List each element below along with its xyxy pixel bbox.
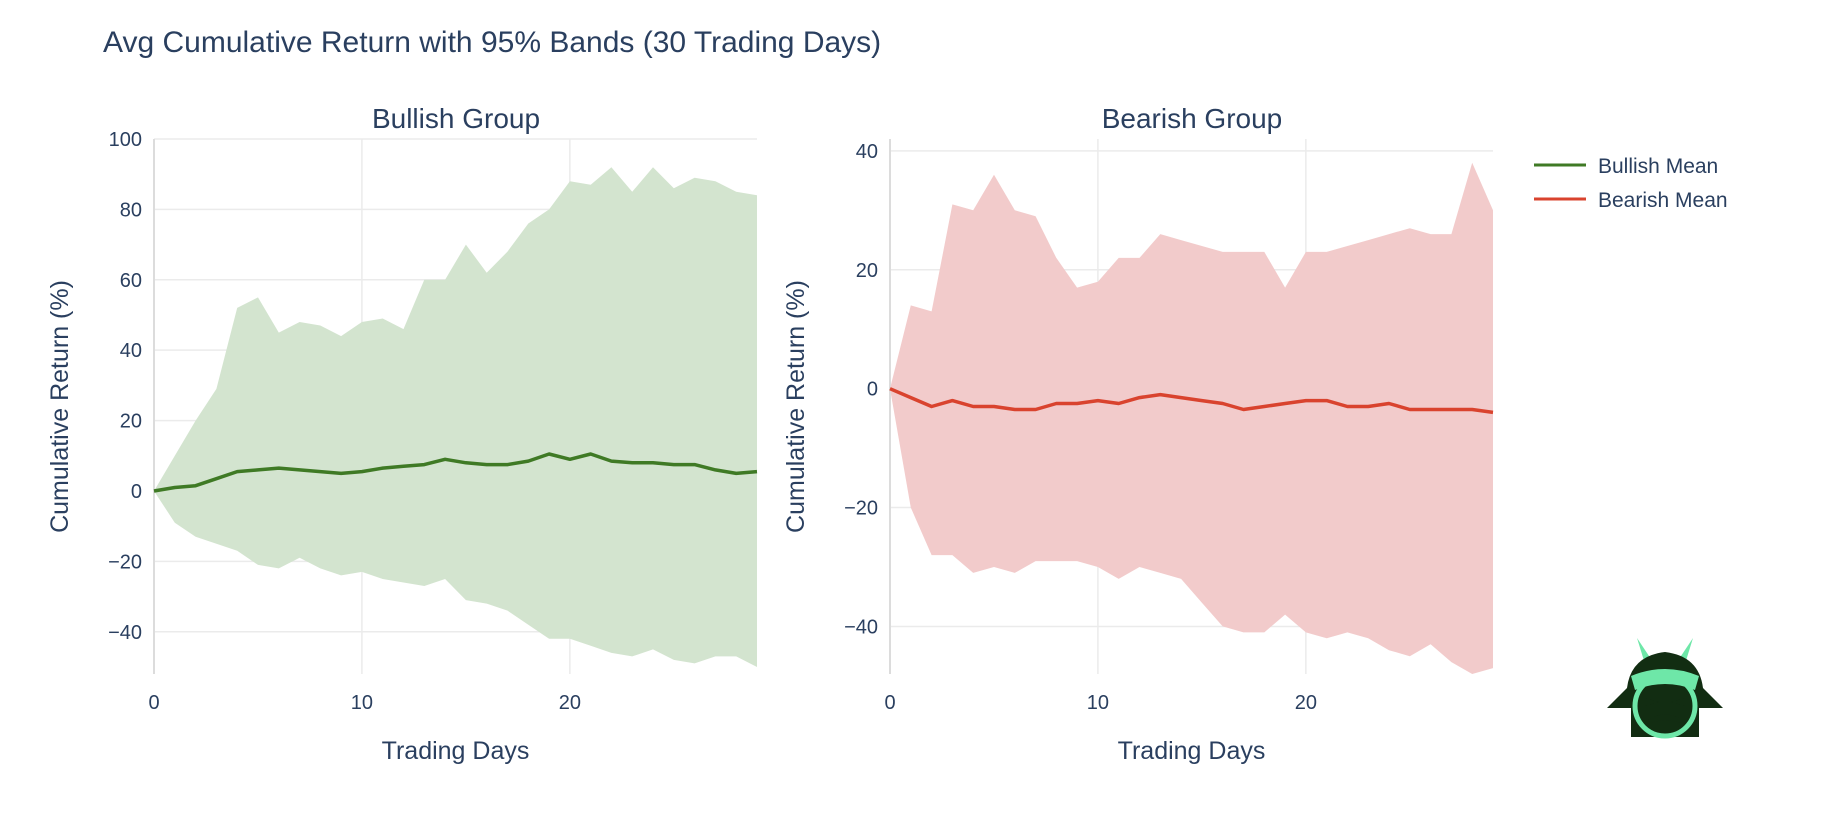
bullish-xtick-label-0: 0 — [148, 692, 159, 714]
bullish-ytick-label-4: 40 — [120, 340, 142, 362]
figure-title: Avg Cumulative Return with 95% Bands (30… — [103, 26, 881, 59]
bearish-panel-title: Bearish Group — [1102, 103, 1283, 134]
samurai-helmet-icon — [1607, 638, 1723, 739]
bullish-xtick-label-1: 10 — [351, 692, 373, 714]
bullish-ytick-label-5: 60 — [120, 270, 142, 292]
bullish-ytick-label-1: −20 — [108, 551, 142, 573]
bullish-ytick-label-7: 100 — [109, 129, 142, 151]
bearish-ytick-label-4: 40 — [856, 141, 878, 163]
bullish-ytick-label-3: 20 — [120, 411, 142, 433]
bullish-ytick-label-2: 0 — [131, 481, 142, 503]
bullish-panel: −40 −20 0 20 40 60 80 100 0 10 20 Bullish Group Trad… — [46, 103, 758, 765]
bearish-ytick-label-0: −40 — [844, 616, 878, 638]
bullish-panel-title: Bullish Group — [372, 103, 540, 134]
bearish-xtick-label-1: 10 — [1087, 692, 1109, 714]
bearish-ytick-label-3: 20 — [856, 260, 878, 282]
bearish-panel: −40 −20 0 20 40 0 10 20 Bearish Group Trading Day… — [782, 103, 1494, 765]
bearish-confidence-band[interactable] — [890, 162, 1493, 675]
legend-label-bearish: Bearish Mean — [1598, 189, 1728, 212]
bearish-ytick-label-2: 0 — [867, 379, 878, 401]
bullish-xtick-label-2: 20 — [559, 692, 581, 714]
legend[interactable]: Bullish Mean Bearish Mean — [1534, 155, 1728, 212]
bullish-confidence-band[interactable] — [154, 167, 757, 667]
bearish-x-axis-title: Trading Days — [1118, 737, 1266, 765]
legend-label-bullish: Bullish Mean — [1598, 155, 1718, 178]
bullish-ytick-label-6: 80 — [120, 199, 142, 221]
bearish-xtick-label-2: 20 — [1295, 692, 1317, 714]
bearish-ytick-label-1: −20 — [844, 498, 878, 520]
bearish-mean-line[interactable] — [889, 387, 1494, 415]
bearish-y-axis-title: Cumulative Return (%) — [782, 280, 810, 533]
bullish-mean-line[interactable] — [153, 452, 758, 493]
bullish-y-axis-title: Cumulative Return (%) — [46, 280, 74, 533]
bearish-xtick-label-0: 0 — [884, 692, 895, 714]
bullish-ytick-label-0: −40 — [108, 622, 142, 644]
bullish-x-axis-title: Trading Days — [382, 737, 530, 765]
